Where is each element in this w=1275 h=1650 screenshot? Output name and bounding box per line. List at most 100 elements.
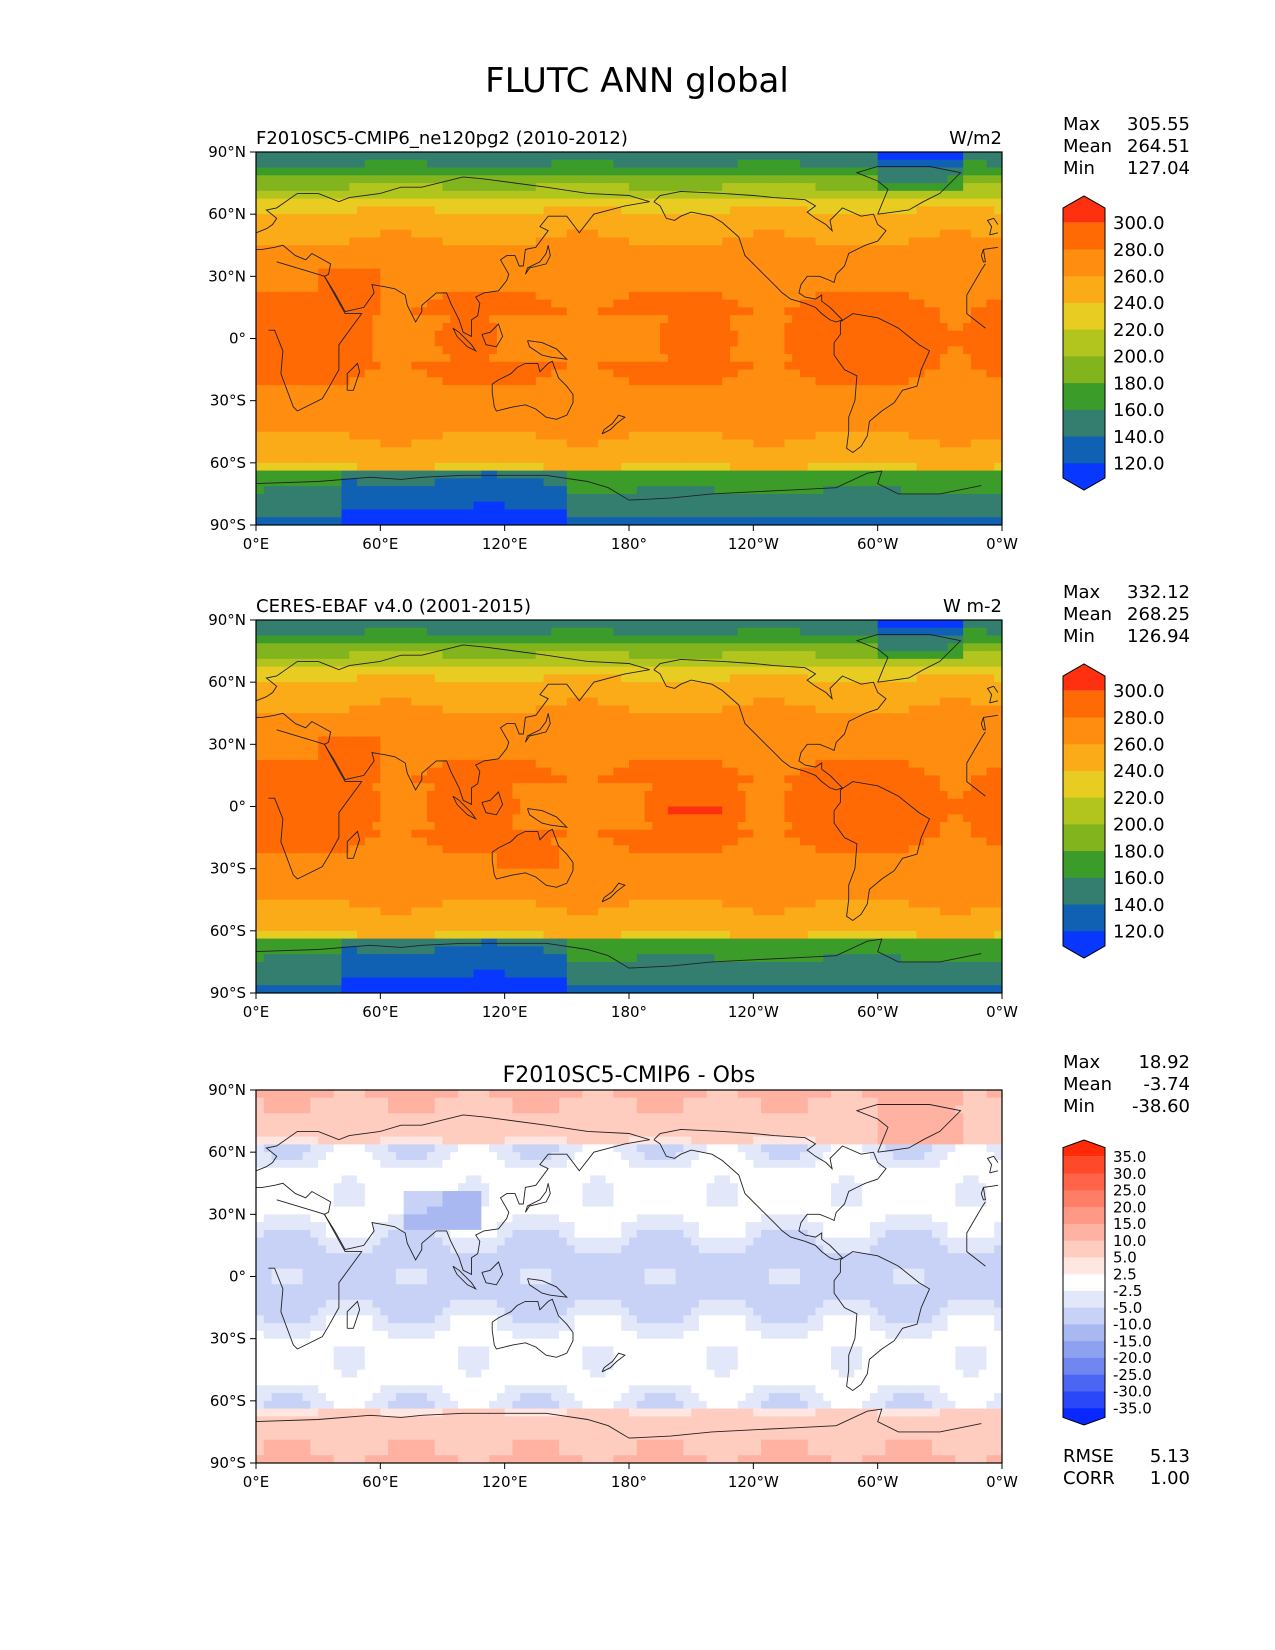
x-tick-label: 120°E xyxy=(482,535,528,553)
map-field xyxy=(256,152,1002,525)
stat-label: Min xyxy=(1063,626,1095,647)
y-tick-label: 30°N xyxy=(208,1205,246,1223)
y-tick-label: 30°N xyxy=(208,267,246,285)
metric-label: RMSE xyxy=(1063,1446,1114,1467)
map-field xyxy=(256,620,1002,993)
colorbar-segment xyxy=(1063,1190,1105,1208)
colorbar-segment xyxy=(1063,1257,1105,1275)
stat-label: Max xyxy=(1063,582,1101,603)
y-tick-label: 60°N xyxy=(208,1143,246,1161)
colorbar-extend-max xyxy=(1063,664,1105,691)
colorbar-segment xyxy=(1063,1374,1105,1392)
map-field xyxy=(256,1090,1002,1463)
colorbar-label: 260.0 xyxy=(1113,266,1165,287)
colorbar-segment xyxy=(1063,1207,1105,1225)
y-tick-label: 30°S xyxy=(210,1330,246,1348)
colorbar-segment xyxy=(1063,717,1105,745)
colorbar-segment xyxy=(1063,1240,1105,1258)
colorbar-segment xyxy=(1063,904,1105,932)
colorbar-segment xyxy=(1063,1307,1105,1325)
y-tick-label: 0° xyxy=(229,330,246,348)
stat-label: Max xyxy=(1063,1052,1101,1073)
colorbar-outline xyxy=(1062,195,1106,491)
coastlines xyxy=(256,1104,998,1439)
colorbar-extend-max xyxy=(1063,196,1105,223)
x-tick-label: 120°W xyxy=(728,535,779,553)
colorbar-label: 300.0 xyxy=(1113,213,1165,234)
colorbar-segment xyxy=(1063,1223,1105,1242)
panels: F2010SC5-CMIP6_ne120pg2 (2010-2012) W/m2 0… xyxy=(208,114,1190,1491)
colorbar-label: -2.5 xyxy=(1113,1282,1142,1300)
colorbar-label: -20.0 xyxy=(1113,1349,1152,1367)
colorbar-segment xyxy=(1063,302,1105,331)
y-tick-label: 90°S xyxy=(210,516,246,534)
colorbar-label: 35.0 xyxy=(1113,1148,1146,1166)
colorbar-label: 15.0 xyxy=(1113,1215,1146,1233)
panel-units: W/m2 xyxy=(949,128,1002,149)
y-tick-label: 30°S xyxy=(210,392,246,410)
colorbar: 35.030.025.020.015.010.05.02.5-2.5-5.0-1… xyxy=(1062,1139,1152,1426)
panel-2: CERES-EBAF v4.0 (2001-2015) W m-2 0°E 60°E 1… xyxy=(208,582,1190,1021)
x-tick-label: 0°W xyxy=(986,1473,1018,1491)
colorbar-segment xyxy=(1063,690,1105,718)
colorbar-label: 280.0 xyxy=(1113,240,1165,261)
colorbar-label: 140.0 xyxy=(1113,895,1165,916)
colorbar-label: 10.0 xyxy=(1113,1232,1146,1250)
stat-label: Mean xyxy=(1063,1074,1112,1095)
colorbar-label: 140.0 xyxy=(1113,427,1165,448)
colorbar-segment xyxy=(1063,797,1105,825)
colorbar-label: 2.5 xyxy=(1113,1265,1137,1283)
colorbar-label: 220.0 xyxy=(1113,788,1165,809)
stat-value: 332.12 xyxy=(1127,582,1190,603)
x-tick-label: 0°W xyxy=(986,535,1018,553)
panel-1: F2010SC5-CMIP6_ne120pg2 (2010-2012) W/m2 0… xyxy=(208,114,1190,553)
x-tick-label: 60°E xyxy=(362,535,398,553)
colorbar-label: 280.0 xyxy=(1113,708,1165,729)
colorbar-extend-min xyxy=(1063,1408,1105,1425)
colorbar-label: 220.0 xyxy=(1113,320,1165,341)
colorbar-label: -30.0 xyxy=(1113,1383,1152,1401)
colorbar-segment xyxy=(1063,383,1105,411)
colorbar-label: -35.0 xyxy=(1113,1399,1152,1417)
colorbar-label: 25.0 xyxy=(1113,1182,1146,1200)
colorbar-segment xyxy=(1063,1274,1105,1292)
y-tick-label: 0° xyxy=(229,798,246,816)
x-tick-label: 60°W xyxy=(857,1473,899,1491)
colorbar-segment xyxy=(1063,1357,1105,1376)
x-tick-label: 180° xyxy=(611,1473,647,1491)
colorbar-label: 300.0 xyxy=(1113,681,1165,702)
colorbar-label: 240.0 xyxy=(1113,293,1165,314)
colorbar-extend-min xyxy=(1063,931,1105,958)
colorbar-label: 20.0 xyxy=(1113,1198,1146,1216)
stat-value: -3.74 xyxy=(1143,1074,1190,1095)
colorbar-label: 240.0 xyxy=(1113,761,1165,782)
colorbar-label: 160.0 xyxy=(1113,400,1165,421)
panel-title-left: F2010SC5-CMIP6_ne120pg2 (2010-2012) xyxy=(256,128,628,149)
colorbar-label: 180.0 xyxy=(1113,373,1165,394)
colorbar-outline xyxy=(1062,663,1106,959)
y-tick-label: 30°N xyxy=(208,735,246,753)
x-tick-label: 120°E xyxy=(482,1473,528,1491)
y-tick-label: 60°S xyxy=(210,922,246,940)
colorbar-segment xyxy=(1063,770,1105,799)
y-tick-label: 60°N xyxy=(208,205,246,223)
colorbar: 300.0 280.0 260.0 240.0 220.0 200.0 180.0 160.0… xyxy=(1062,195,1165,491)
y-tick-label: 0° xyxy=(229,1268,246,1286)
y-tick-label: 90°S xyxy=(210,984,246,1002)
x-tick-label: 60°E xyxy=(362,1003,398,1021)
x-tick-label: 60°W xyxy=(857,1003,899,1021)
colorbar-label: 160.0 xyxy=(1113,868,1165,889)
panel-title-left: CERES-EBAF v4.0 (2001-2015) xyxy=(256,596,531,617)
colorbar-segment xyxy=(1063,1173,1105,1191)
x-tick-label: 180° xyxy=(611,535,647,553)
x-tick-label: 120°W xyxy=(728,1003,779,1021)
x-tick-label: 0°E xyxy=(243,1003,270,1021)
colorbar: 300.0 280.0 260.0 240.0 220.0 200.0 180.0 160.0… xyxy=(1062,663,1165,959)
colorbar-segment xyxy=(1063,1391,1105,1409)
stat-value: 126.94 xyxy=(1127,626,1190,647)
panel-3: F2010SC5-CMIP6 - Obs 0°E 60°E 120°E 180° 120°… xyxy=(208,1052,1190,1491)
coastlines xyxy=(256,166,998,501)
colorbar-segment xyxy=(1063,744,1105,772)
stat-label: Min xyxy=(1063,158,1095,179)
